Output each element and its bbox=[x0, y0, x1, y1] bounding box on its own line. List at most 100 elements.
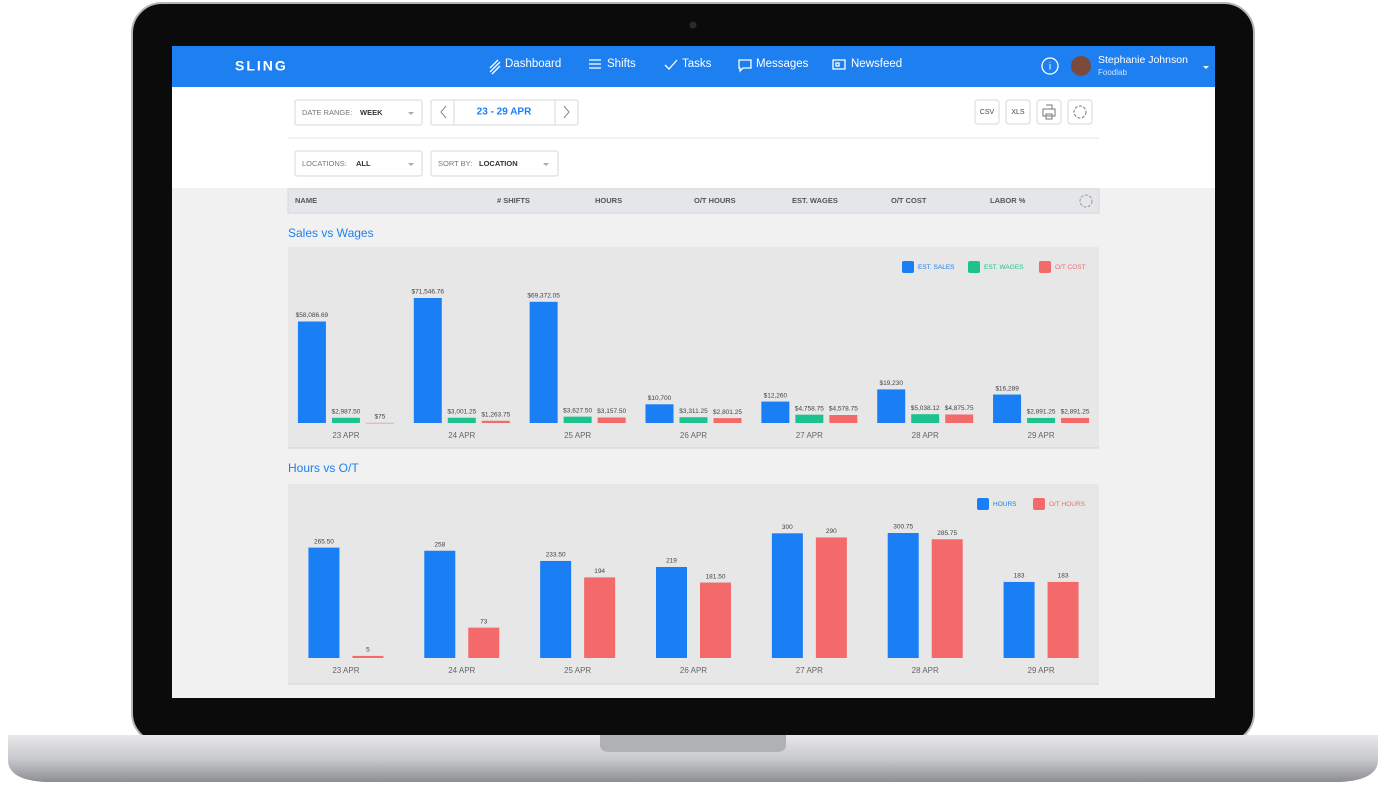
column-header: O/T COST bbox=[891, 196, 927, 205]
column-header: EST. WAGES bbox=[792, 196, 838, 205]
table-header-cells: NAME # SHIFTS HOURS O/T HOURS EST. WAGES O/T … bbox=[295, 196, 1026, 205]
camera bbox=[689, 21, 697, 29]
sort-select[interactable] bbox=[430, 150, 559, 177]
settings-button[interactable] bbox=[1067, 99, 1093, 125]
button-label: XLS bbox=[1011, 109, 1025, 116]
bar bbox=[887, 533, 919, 658]
bar bbox=[945, 414, 974, 423]
legend-swatch bbox=[1039, 261, 1051, 273]
table-header bbox=[287, 188, 1100, 214]
nav-item[interactable]: Shifts bbox=[607, 58, 636, 70]
value-label: 181.50 bbox=[706, 573, 726, 580]
bar bbox=[1027, 417, 1056, 423]
value-label: $2,891.25 bbox=[1061, 409, 1090, 416]
locations-select[interactable] bbox=[294, 150, 423, 177]
bar bbox=[931, 539, 963, 658]
value-label: $19,230 bbox=[879, 380, 903, 387]
value-label: $1,263.75 bbox=[481, 412, 510, 419]
date-range: 23 - 29 APR bbox=[477, 107, 532, 118]
select-label: DATE RANGE: bbox=[302, 108, 352, 117]
bar bbox=[584, 577, 616, 658]
select-label: LOCATIONS: bbox=[302, 159, 347, 168]
column-header: O/T HOURS bbox=[694, 196, 736, 205]
value-label: $58,086.69 bbox=[296, 312, 329, 319]
bar bbox=[352, 655, 384, 658]
bar bbox=[308, 547, 340, 658]
column-header: NAME bbox=[295, 196, 317, 205]
settings-icon bbox=[1073, 105, 1087, 119]
caret bbox=[543, 163, 549, 166]
value-label: $16,289 bbox=[995, 385, 1019, 392]
value-label: $75 bbox=[374, 414, 385, 421]
print-icon bbox=[1042, 104, 1056, 120]
chart-title: Sales vs Wages bbox=[288, 226, 374, 240]
x-tick-label: 28 APR bbox=[912, 666, 939, 675]
x-tick-label: 27 APR bbox=[796, 666, 823, 675]
export-button[interactable] bbox=[1005, 99, 1031, 125]
bar bbox=[679, 417, 708, 423]
nav-item[interactable]: Messages bbox=[756, 58, 809, 70]
bar bbox=[447, 417, 476, 423]
value-label: $2,801.25 bbox=[713, 409, 742, 416]
value-label: 183 bbox=[1058, 573, 1069, 580]
legend-label: EST. WAGES bbox=[984, 264, 1024, 271]
select-label: SORT BY: bbox=[438, 159, 472, 168]
bar bbox=[597, 417, 626, 423]
table-settings[interactable] bbox=[1079, 194, 1093, 208]
user-name[interactable]: Stephanie Johnson bbox=[1098, 54, 1188, 66]
value-label: $69,372.05 bbox=[527, 293, 560, 300]
column-header: HOURS bbox=[595, 196, 622, 205]
bar bbox=[529, 301, 558, 423]
bar bbox=[1003, 581, 1035, 658]
bar bbox=[424, 550, 456, 658]
date-picker[interactable] bbox=[430, 99, 579, 126]
legend-swatch bbox=[1033, 498, 1045, 510]
nav-icons bbox=[489, 57, 1059, 75]
x-tick-label: 24 APR bbox=[448, 666, 475, 675]
date-range-select[interactable] bbox=[294, 99, 423, 126]
bar bbox=[815, 537, 847, 658]
legend-swatch bbox=[977, 498, 989, 510]
value-label: $3,157.50 bbox=[597, 408, 626, 415]
legend-label: O/T COST bbox=[1055, 264, 1086, 271]
x-tick-label: 24 APR bbox=[448, 431, 475, 440]
avatar[interactable] bbox=[1071, 56, 1091, 76]
export-button[interactable] bbox=[974, 99, 1000, 125]
date-arrows[interactable] bbox=[440, 105, 570, 119]
user-caret[interactable] bbox=[1203, 66, 1209, 69]
column-header: LABOR % bbox=[990, 196, 1026, 205]
chart-area bbox=[288, 484, 1099, 684]
value-label: $4,758.75 bbox=[795, 405, 824, 412]
value-label: 258 bbox=[434, 541, 445, 548]
nav-item[interactable]: Dashboard bbox=[505, 58, 561, 70]
messages-icon bbox=[738, 59, 752, 73]
hinge-notch bbox=[600, 735, 786, 752]
x-tick-label: 29 APR bbox=[1028, 666, 1055, 675]
brand: SLING bbox=[235, 58, 288, 74]
column-header: # SHIFTS bbox=[497, 196, 530, 205]
value-label: $3,311.25 bbox=[679, 408, 708, 415]
bar bbox=[481, 420, 510, 423]
bar bbox=[1061, 417, 1090, 423]
value-label: $2,987.50 bbox=[331, 408, 360, 415]
info-i: i bbox=[1049, 62, 1051, 73]
value-label: $10,700 bbox=[648, 395, 672, 402]
x-tick-label: 25 APR bbox=[564, 666, 591, 675]
user-org: Foodlab bbox=[1098, 68, 1127, 77]
dashboard-icon bbox=[489, 59, 501, 75]
nav-item[interactable]: Tasks bbox=[682, 58, 712, 70]
caret bbox=[408, 112, 414, 115]
bar bbox=[468, 627, 500, 658]
newsfeed-icon bbox=[832, 59, 846, 70]
x-tick-label: 28 APR bbox=[912, 431, 939, 440]
bar bbox=[713, 418, 742, 423]
bar bbox=[331, 417, 360, 423]
button-label: CSV bbox=[980, 109, 995, 116]
print-button[interactable] bbox=[1036, 99, 1062, 125]
bar bbox=[761, 401, 790, 423]
value-label: $4,875.75 bbox=[945, 405, 974, 412]
x-tick-label: 26 APR bbox=[680, 431, 707, 440]
nav-item[interactable]: Newsfeed bbox=[851, 58, 902, 70]
value-label: 73 bbox=[480, 618, 488, 625]
x-tick-label: 23 APR bbox=[332, 666, 359, 675]
